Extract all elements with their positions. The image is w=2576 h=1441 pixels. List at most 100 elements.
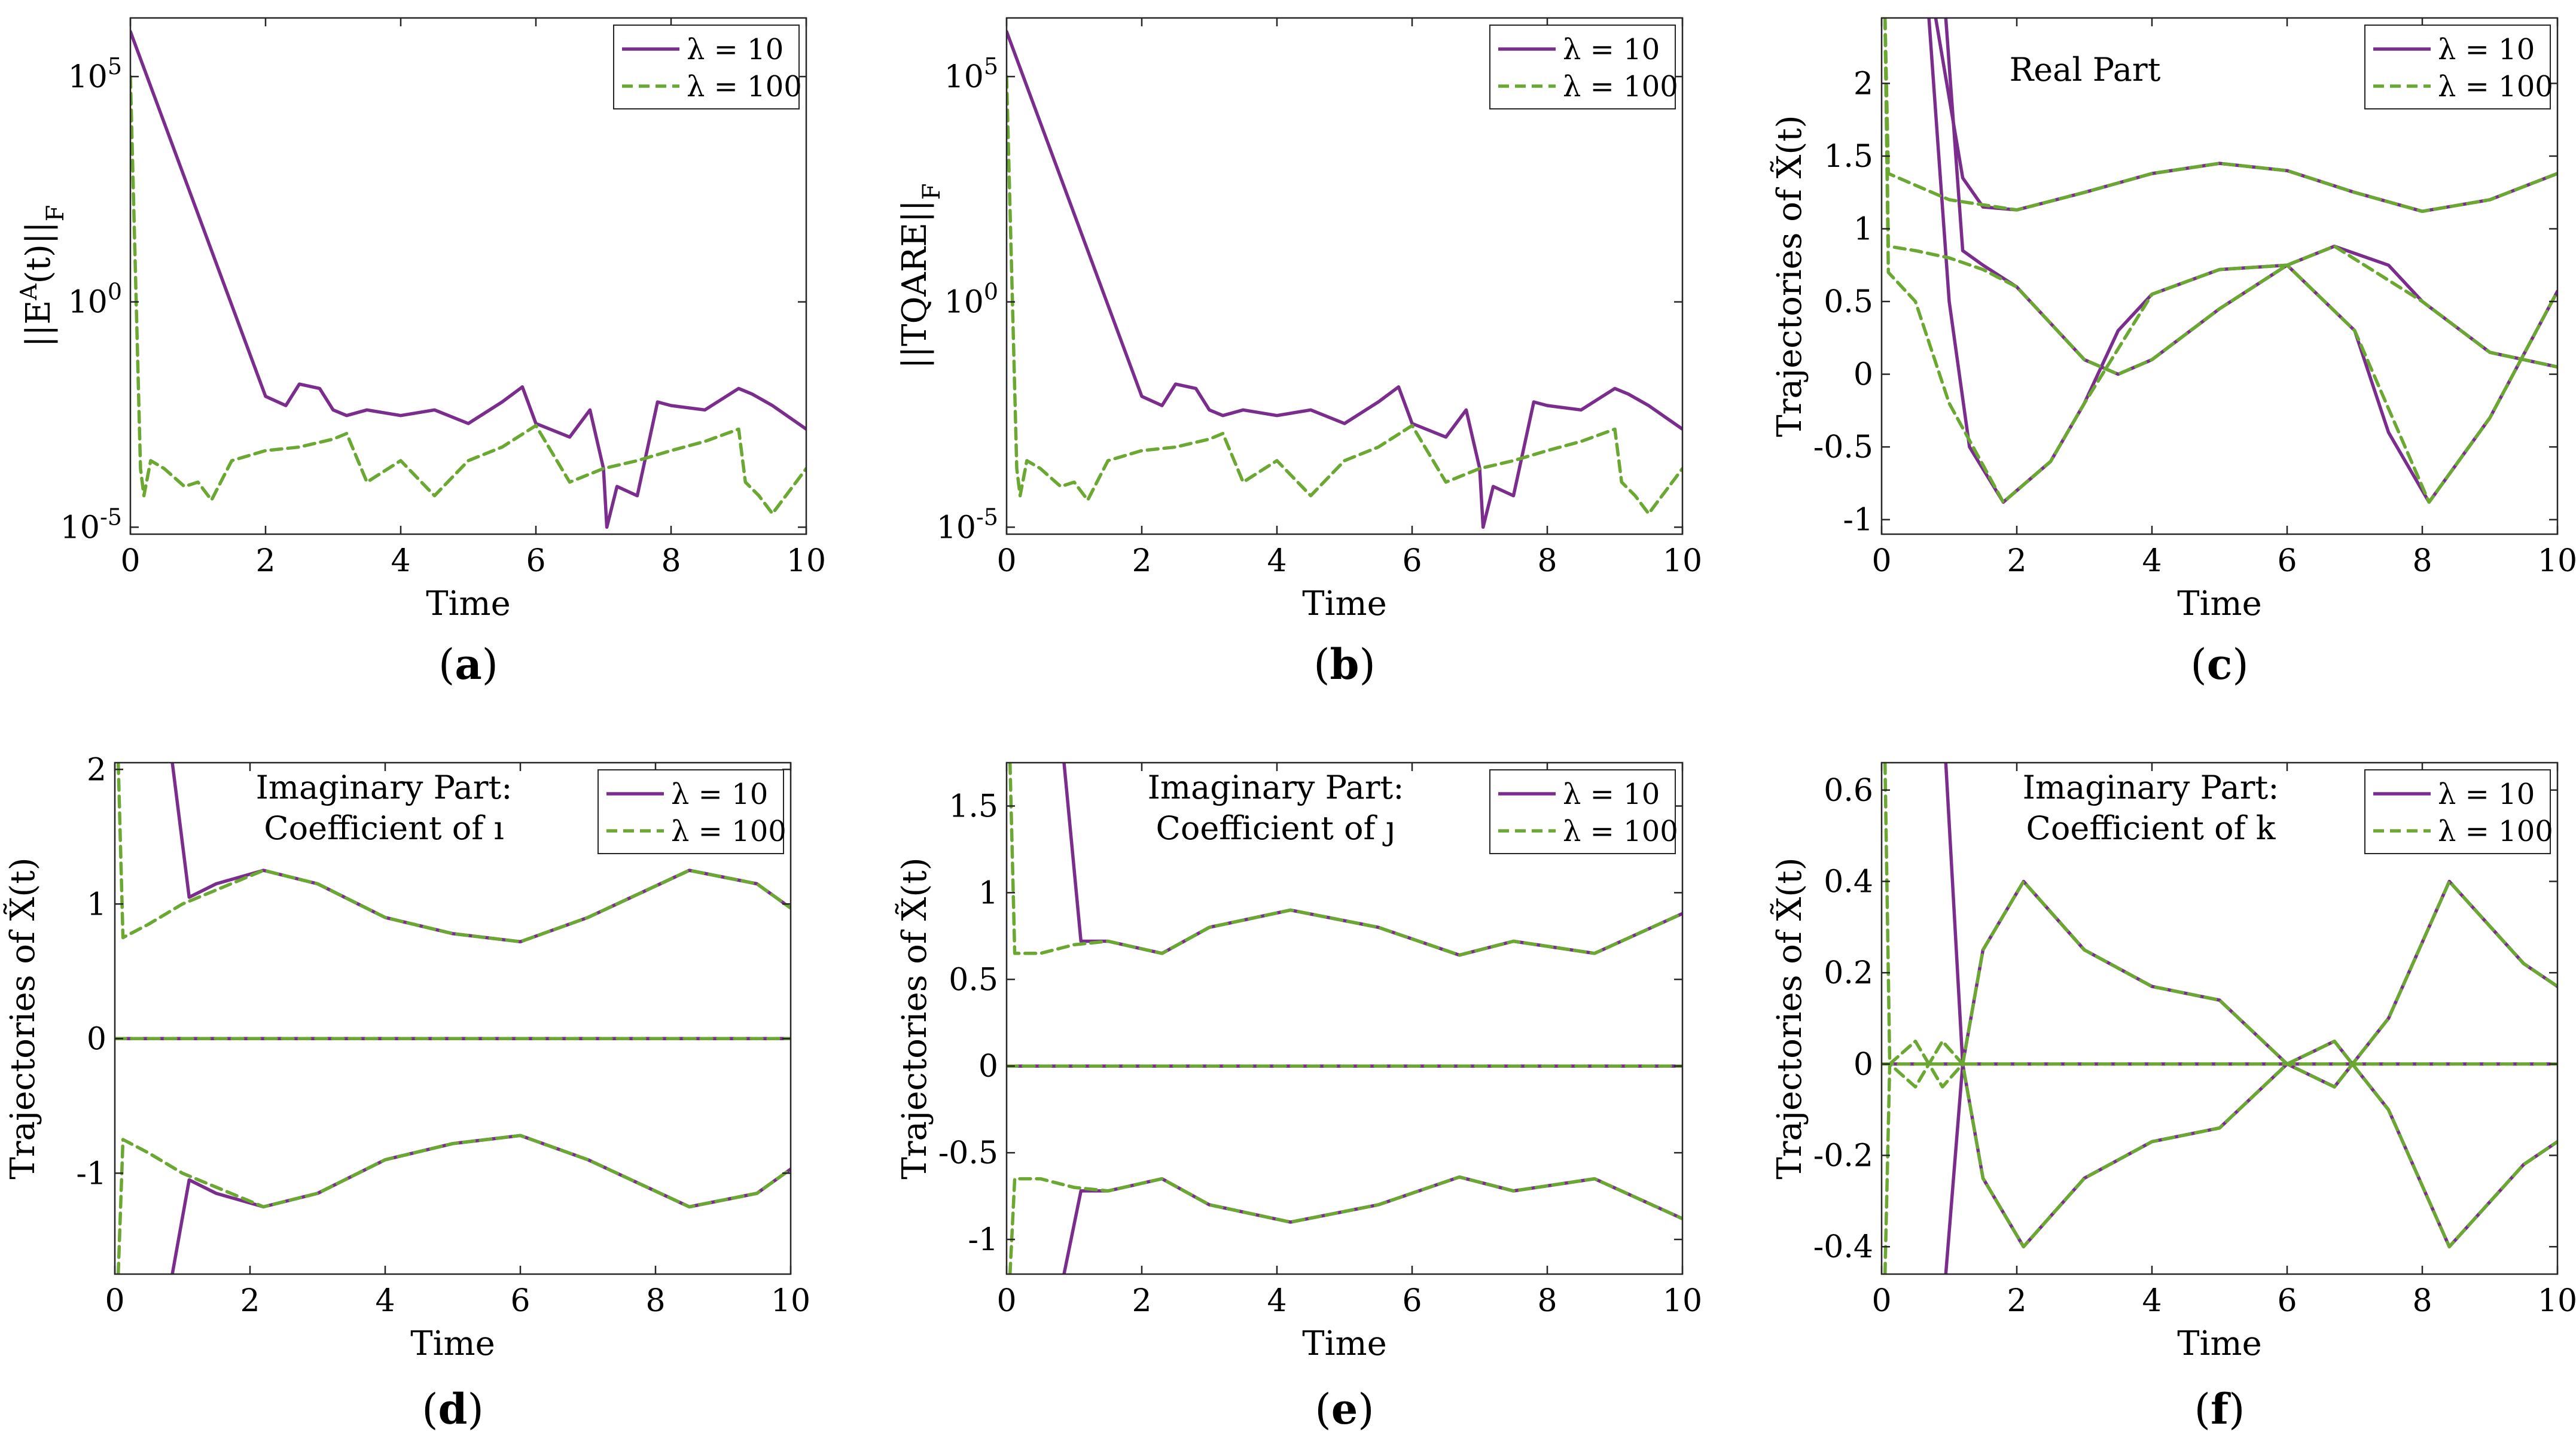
x-tick-label: 8: [2412, 543, 2432, 579]
legend-label: λ = 10: [1563, 33, 1660, 66]
y-tick-label: 0.6: [1824, 773, 1873, 809]
series-line-b-1: [1007, 75, 1682, 516]
y-axis-label: Trajectories of X̃(t): [1770, 115, 1809, 437]
legend-label: λ = 10: [2438, 778, 2535, 811]
plot-area-e: [1007, 763, 1682, 1274]
annotation-text: Coefficient of k: [2026, 809, 2276, 847]
x-tick-label: 0: [1871, 1283, 1891, 1319]
x-tick-label: 0: [996, 1283, 1016, 1319]
y-tick-label: 0: [1853, 357, 1873, 393]
panel-caption: (b): [1313, 639, 1376, 689]
y-tick-label: -0.5: [938, 1135, 998, 1171]
x-tick-label: 0: [105, 1283, 124, 1319]
x-tick-label: 2: [240, 1283, 260, 1319]
legend-box: [2364, 25, 2551, 109]
x-tick-label: 10: [2538, 543, 2576, 579]
y-tick-label: 1: [87, 886, 106, 922]
series-line-a-1: [130, 75, 806, 516]
y-tick-label: 2: [87, 752, 106, 788]
y-tick-label: 1: [978, 875, 998, 911]
series-line-f-2: [1944, 1039, 2557, 1274]
y-tick-label: -1: [1843, 502, 1873, 538]
x-tick-label: 4: [2142, 543, 2162, 579]
x-axis-label: Time: [2177, 1324, 2262, 1363]
x-tick-label: 6: [2277, 543, 2297, 579]
x-tick-label: 4: [375, 1283, 395, 1319]
series-line-e-3: [1008, 763, 1682, 957]
y-tick-label: 105: [944, 53, 998, 95]
series-line-a-0: [130, 29, 806, 529]
panel-caption: (c): [2190, 639, 2248, 689]
legend-c: λ = 10 λ = 100: [2364, 25, 2553, 109]
y-tick-label: -1: [76, 1156, 106, 1192]
x-tick-label: 2: [255, 543, 275, 579]
plot-area-c: [1883, 18, 2557, 504]
x-tick-label: 8: [2412, 1283, 2432, 1319]
legend-box: [1489, 769, 1676, 854]
panel-caption-letter: b: [1330, 639, 1359, 689]
series-line-d-5: [116, 1134, 791, 1274]
legend-label: λ = 100: [687, 70, 802, 103]
legend-box: [2364, 769, 2551, 854]
x-axis-label: Time: [2177, 584, 2262, 623]
panel-caption-letter: e: [1331, 1384, 1358, 1434]
y-tick-label: -0.5: [1813, 429, 1873, 465]
legend-label: λ = 100: [1563, 70, 1678, 103]
legend-box: [597, 769, 784, 854]
legend-label: λ = 100: [1563, 815, 1678, 848]
y-tick-label: 0: [978, 1049, 998, 1084]
y-tick-label: 2: [1853, 66, 1873, 102]
y-axis-label: Trajectories of X̃(t): [895, 857, 934, 1179]
annotation-text: Coefficient of ı: [264, 809, 504, 847]
axes-box-e: [1005, 761, 1684, 1275]
legend-box: [613, 25, 800, 109]
panel-caption-letter: f: [2211, 1384, 2231, 1434]
x-tick-label: 8: [661, 543, 681, 579]
panel-caption: (f): [2194, 1384, 2245, 1434]
legend-e: λ = 10 λ = 100: [1489, 769, 1678, 854]
panel-e: 0 2 4 6 8 10 -1 -0.5 0 0.5 1 1.5 Time Trajectories of…: [895, 761, 1702, 1434]
series-line-c-4: [1883, 18, 2557, 376]
legend-label: λ = 100: [2438, 815, 2553, 848]
annotation-text: Imaginary Part:: [256, 769, 513, 806]
x-tick-label: 6: [1402, 543, 1422, 579]
x-tick-label: 10: [771, 1283, 810, 1319]
x-tick-label: 10: [1663, 1283, 1702, 1319]
x-tick-label: 6: [1402, 1283, 1422, 1319]
series-line-c-5: [1883, 18, 2557, 504]
x-tick-label: 6: [2277, 1283, 2297, 1319]
x-tick-label: 10: [1663, 543, 1702, 579]
y-axis-label: ||TQARE||F: [895, 184, 946, 369]
y-axis-label: Trajectories of X̃(t): [1770, 857, 1809, 1179]
x-tick-label: 0: [1871, 543, 1891, 579]
series-line-b-0: [1007, 29, 1682, 529]
annotation-text: Real Part: [2010, 51, 2161, 89]
x-axis-label: Time: [1302, 584, 1387, 623]
legend-b: λ = 10 λ = 100: [1489, 25, 1678, 109]
legend-label: λ = 100: [2438, 70, 2553, 103]
x-tick-label: 8: [1537, 543, 1557, 579]
y-tick-label: -1: [968, 1222, 998, 1258]
panel-caption-letter: a: [455, 639, 481, 689]
x-tick-label: 10: [786, 543, 826, 579]
y-tick-label: 1: [1853, 211, 1873, 247]
y-tick-label: 105: [68, 53, 122, 95]
y-tick-label: 100: [68, 279, 122, 321]
series-line-e-2: [1062, 1175, 1682, 1274]
panel-caption: (e): [1315, 1384, 1374, 1434]
x-tick-label: 2: [2007, 1283, 2026, 1319]
y-tick-label: 0.2: [1824, 955, 1873, 991]
x-tick-label: 4: [2142, 1283, 2162, 1319]
y-tick-label: -0.4: [1813, 1229, 1873, 1265]
panel-d: 0 2 4 6 8 10 -1 0 1 2 Time Trajectories of X̃(t) λ =…: [3, 752, 810, 1434]
x-tick-label: 8: [1537, 1283, 1557, 1319]
panel-caption: (d): [422, 1384, 484, 1434]
y-axis-label: ||EA(t)||F: [16, 205, 69, 348]
x-tick-label: 2: [1132, 543, 1151, 579]
y-tick-label: 0.5: [1824, 284, 1873, 320]
legend-label: λ = 10: [671, 778, 768, 811]
axes-box-a: [129, 17, 807, 535]
